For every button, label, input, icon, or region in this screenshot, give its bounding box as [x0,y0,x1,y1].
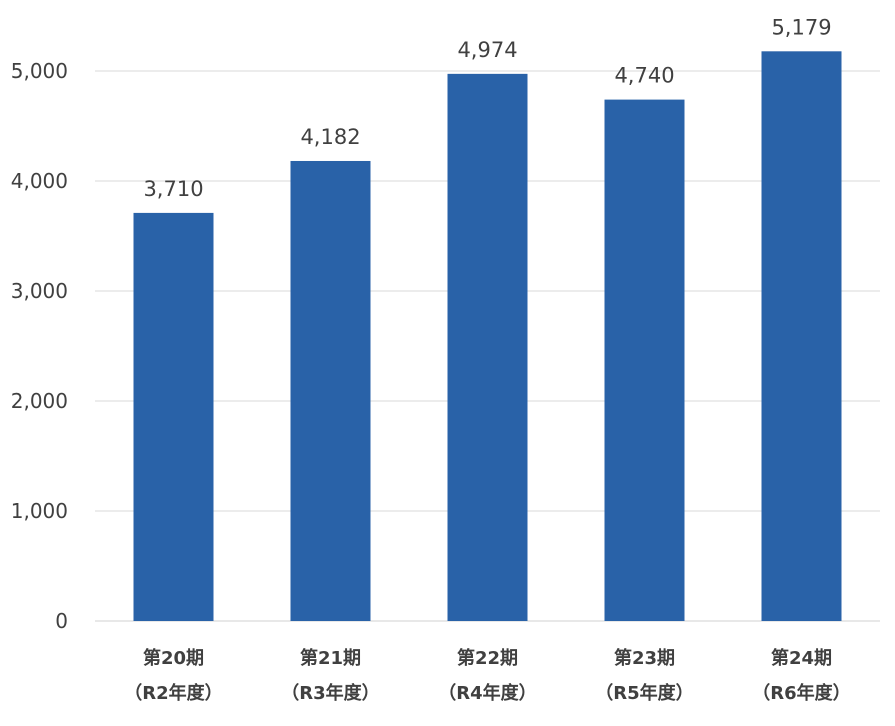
y-tick-label: 4,000 [11,169,68,193]
bar [447,73,528,622]
bar [133,212,214,621]
x-category-label: 第20期 [143,647,204,669]
bar [290,160,371,622]
x-category-label: 第24期 [771,647,832,669]
y-tick-label: 5,000 [11,59,68,83]
bars [133,51,842,622]
data-labels: 3,710 4,182 4,974 4,740 5,179 [143,15,831,201]
y-tick-label: 3,000 [11,279,68,303]
y-tick-label: 1,000 [11,499,68,523]
y-axis-tick-labels: 0 1,000 2,000 3,000 4,000 5,000 [11,59,68,633]
x-axis-category-labels: 第20期 （R2年度） 第21期 （R3年度） 第22期 （R4年度） 第23期 （R5年度）… [124,647,850,704]
x-category-label: （R3年度） [281,682,379,704]
x-category-label: （R5年度） [595,682,693,704]
y-tick-label: 0 [55,609,68,633]
x-category-label: （R6年度） [752,682,850,704]
data-label: 4,974 [457,38,517,62]
bar [761,51,842,622]
x-category-label: 第21期 [300,647,361,669]
data-label: 4,740 [614,64,674,88]
y-tick-label: 2,000 [11,389,68,413]
data-label: 4,182 [300,125,360,149]
x-category-label: 第22期 [457,647,518,669]
x-category-label: （R4年度） [438,682,536,704]
x-category-label: 第23期 [614,647,675,669]
bar [604,99,685,622]
data-label: 3,710 [143,177,203,201]
data-label: 5,179 [771,15,831,39]
x-category-label: （R2年度） [124,682,222,704]
